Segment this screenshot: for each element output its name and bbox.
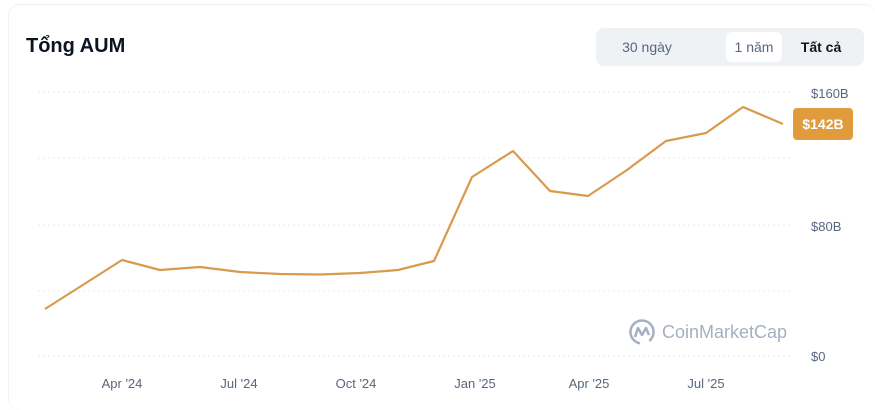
x-tick-oct-24: Oct '24 [335,376,377,391]
coinmarketcap-logo-icon [629,319,655,345]
tab-all[interactable]: Tất cả [800,39,842,55]
gridlines [38,91,790,357]
x-tick-apr-25: Apr '25 [568,376,610,391]
range-selector: 30 ngày 1 năm Tất cả [596,28,864,66]
tab-1-year[interactable]: 1 năm [726,32,782,62]
tab-30-days[interactable]: 30 ngày [622,39,672,55]
x-tick-jul-25: Jul '25 [687,376,725,391]
x-tick-jul-24: Jul '24 [220,376,258,391]
current-value-badge: $142B [793,108,853,140]
y-tick-0: $0 [811,349,826,364]
aum-line [44,105,784,310]
y-tick-160b: $160B [811,86,849,101]
x-tick-jan-25: Jan '25 [454,376,496,391]
y-tick-80b: $80B [811,219,842,234]
watermark-text: CoinMarketCap [662,321,788,342]
x-tick-apr-24: Apr '24 [101,376,143,391]
coinmarketcap-watermark: CoinMarketCap [628,318,787,346]
chart-title: Tổng AUM [26,35,126,57]
aum-card [8,4,875,410]
